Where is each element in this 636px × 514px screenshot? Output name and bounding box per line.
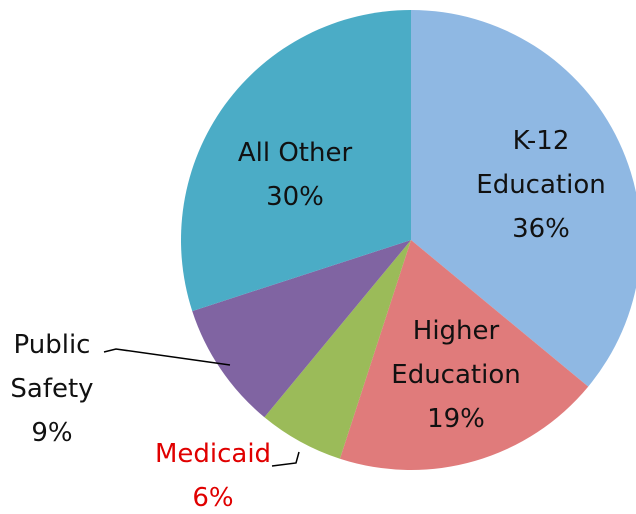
value-label: 19% (427, 404, 485, 434)
slice-label: Public Safety 9% (0, 323, 107, 455)
slice-label: All Other 30% (205, 131, 385, 219)
pie-slice (339, 240, 589, 471)
leader-line (271, 451, 300, 467)
slice-label: K-12 Education 36% (461, 119, 621, 251)
leader-line (103, 348, 231, 366)
pie-slice (411, 10, 636, 387)
pie-slice (264, 240, 411, 459)
category-label: Higher Education (391, 316, 521, 390)
value-label: 36% (512, 214, 570, 244)
slice-label: Medicaid 6% (143, 432, 283, 514)
category-label: All Other (237, 138, 353, 168)
value-label: 9% (31, 418, 73, 448)
value-label: 6% (192, 483, 234, 513)
category-label: Public Safety (10, 330, 94, 404)
category-label: Medicaid (154, 439, 272, 469)
pie-slice (192, 240, 411, 418)
pie-slice (180, 10, 411, 312)
category-label: K-12 Education (476, 126, 606, 200)
value-label: 30% (266, 182, 324, 212)
slice-label: Higher Education 19% (376, 309, 536, 441)
